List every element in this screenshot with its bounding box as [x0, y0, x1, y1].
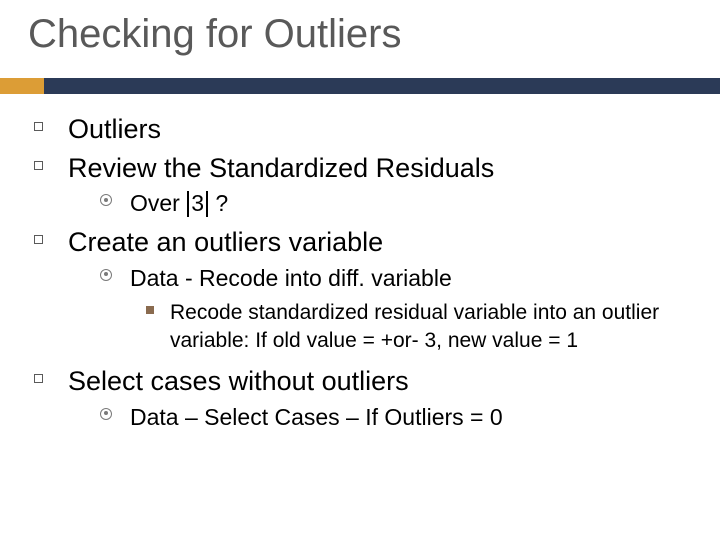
square-solid-bullet-icon	[146, 299, 170, 314]
stripe-accent-short	[0, 78, 44, 94]
bullet-l2: Data – Select Cases – If Outliers = 0	[100, 403, 690, 433]
slide-title: Checking for Outliers	[28, 12, 401, 57]
bullet-text: Data – Select Cases – If Outliers = 0	[130, 403, 690, 433]
bullet-l1: Create an outliers variable	[34, 225, 690, 260]
content-body: Outliers Review the Standardized Residua…	[34, 112, 690, 438]
square-bullet-icon	[34, 364, 68, 383]
bullet-text: Select cases without outliers	[68, 364, 690, 399]
bullet-text: Data - Recode into diff. variable	[130, 264, 690, 294]
square-bullet-icon	[34, 225, 68, 244]
title-underline	[0, 78, 720, 94]
square-bullet-icon	[34, 112, 68, 131]
text-fragment: ?	[209, 190, 228, 216]
absolute-value: 3	[187, 189, 208, 219]
bullet-l1: Select cases without outliers	[34, 364, 690, 399]
target-bullet-icon	[100, 264, 130, 281]
bullet-text: Outliers	[68, 112, 690, 147]
square-bullet-icon	[34, 151, 68, 170]
target-bullet-icon	[100, 189, 130, 206]
stripe-accent-long	[44, 78, 720, 94]
bullet-l3: Recode standardized residual variable in…	[146, 299, 690, 354]
bullet-text: Review the Standardized Residuals	[68, 151, 690, 186]
bullet-l1: Outliers	[34, 112, 690, 147]
target-bullet-icon	[100, 403, 130, 420]
text-fragment: Over	[130, 190, 186, 216]
slide: Checking for Outliers Outliers Review th…	[0, 0, 720, 540]
bullet-l2: Over 3 ?	[100, 189, 690, 219]
bullet-text: Create an outliers variable	[68, 225, 690, 260]
bullet-text: Recode standardized residual variable in…	[170, 299, 690, 354]
bullet-l2: Data - Recode into diff. variable	[100, 264, 690, 294]
bullet-l1: Review the Standardized Residuals	[34, 151, 690, 186]
bullet-text: Over 3 ?	[130, 189, 690, 219]
